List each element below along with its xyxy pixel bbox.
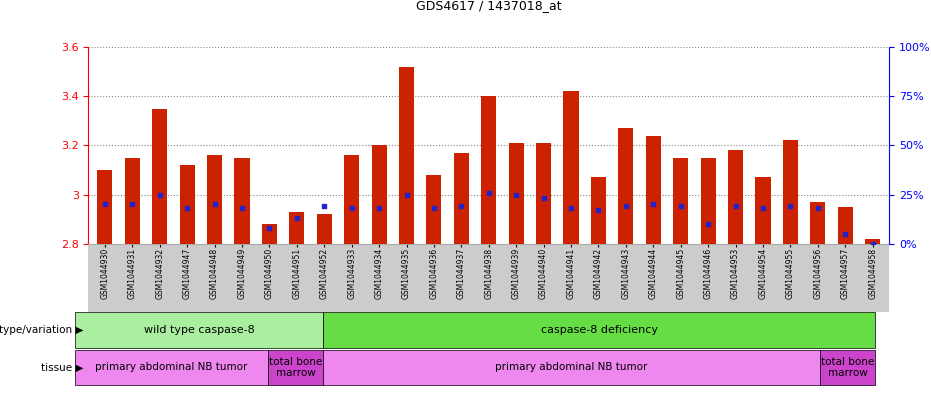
Bar [755,177,771,244]
Bar [646,136,661,244]
Text: primary abdominal NB tumor: primary abdominal NB tumor [95,362,248,373]
Bar [399,67,414,244]
Bar [838,207,853,244]
Bar [180,165,195,244]
Bar [235,158,250,244]
Bar [453,153,469,244]
Text: caspase-8 deficiency: caspase-8 deficiency [541,325,657,335]
Bar [98,170,113,244]
Bar [426,175,441,244]
Bar [125,158,140,244]
Text: total bone
marrow: total bone marrow [269,357,322,378]
Bar [481,96,496,244]
Text: tissue ▶: tissue ▶ [41,362,84,373]
Bar [371,145,386,244]
Bar [728,151,743,244]
Text: genotype/variation ▶: genotype/variation ▶ [0,325,84,335]
Bar [618,128,633,244]
Text: total bone
marrow: total bone marrow [821,357,874,378]
Bar [344,155,359,244]
Bar [783,141,798,244]
Bar [152,108,168,244]
Bar [701,158,716,244]
Text: primary abdominal NB tumor: primary abdominal NB tumor [495,362,648,373]
Bar [810,202,826,244]
Bar [262,224,277,244]
Bar [536,143,551,244]
Bar [290,212,304,244]
Bar [673,158,688,244]
Bar [563,92,578,244]
Bar [508,143,524,244]
Text: GDS4617 / 1437018_at: GDS4617 / 1437018_at [416,0,561,12]
Bar [865,239,880,244]
Bar [591,177,606,244]
Bar [317,214,331,244]
Text: wild type caspase-8: wild type caspase-8 [143,325,254,335]
Bar [207,155,223,244]
